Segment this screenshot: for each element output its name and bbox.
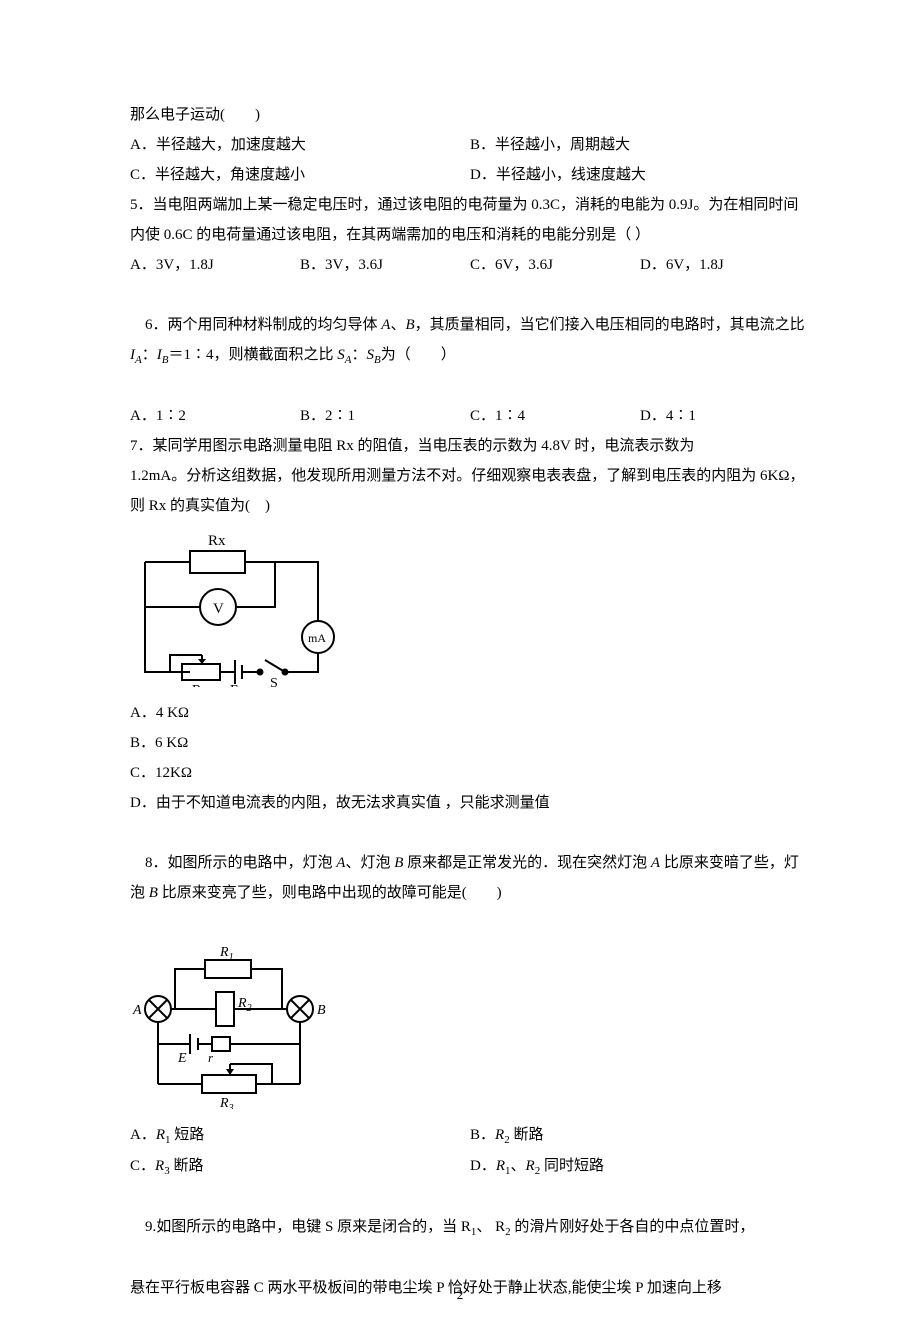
q6-SA: S — [337, 347, 345, 363]
q5-options: A．3V，1.8J B．3V，3.6J C．6V，3.6J D．6V，1.8J — [130, 250, 810, 280]
q6-IA-sub: A — [135, 354, 142, 366]
q8b-pre: B． — [470, 1127, 495, 1143]
q7-opt-d: D．由于不知道电流表的内阻，故无法求真实值 ，只能求测量值 — [130, 788, 810, 818]
q5-opt-c: C．6V，3.6J — [470, 250, 640, 280]
page: 那么电子运动( ) A．半径越大，加速度越大 B．半径越小，周期越大 C．半径越… — [0, 0, 920, 1343]
page-number: 2 — [0, 1287, 920, 1303]
q7-rx-label: Rx — [208, 533, 226, 549]
q6-options: A．1∶2 B．2∶1 C．1∶4 D．4∶1 — [130, 401, 810, 431]
q5-stem: 5．当电阻两端加上某一稳定电压时，通过该电阻的电荷量为 0.3C，消耗的电能为 … — [130, 190, 810, 250]
q4-opt-c: C．半径越大，角速度越小 — [130, 160, 470, 190]
q8-mid1: 、灯泡 — [345, 855, 394, 871]
q7-opt-a: A．4 KΩ — [130, 698, 810, 728]
q6-opt-a: A．1∶2 — [130, 401, 300, 431]
q6-B: B — [405, 317, 414, 333]
q8c-post: 断路 — [170, 1158, 204, 1174]
q8-b2: B — [149, 885, 158, 901]
q8-mid4: 比原来变亮了些，则电路中出现的故障可能是( ) — [158, 885, 502, 901]
q6-mid4: 为（ ） — [381, 347, 456, 363]
q6-mid3: ＝1∶4，则横截面积之比 — [168, 347, 337, 363]
q7-r-label: R — [192, 683, 202, 687]
q8-svg: R1 R2 R3 A B E r — [130, 944, 330, 1109]
q6-SB-sub: B — [374, 354, 381, 366]
q7-opt-b: B．6 KΩ — [130, 728, 810, 758]
q8-mid2: 原来都是正常发光的．现在突然灯泡 — [403, 855, 651, 871]
q6-colon2: ： — [351, 347, 366, 363]
q8-pre: 8．如图所示的电路中，灯泡 — [145, 855, 336, 871]
q8d-mid: 、 — [511, 1158, 526, 1174]
q8c-pre: C． — [130, 1158, 155, 1174]
q6-opt-b: B．2∶1 — [300, 401, 470, 431]
q8-opt-a: A．R1 短路 — [130, 1120, 470, 1151]
q4-tail: 那么电子运动( ) — [130, 100, 810, 130]
q7-circuit-diagram: Rx V mA R E S — [130, 527, 810, 692]
q8c-r: R — [155, 1158, 164, 1174]
q6-colon1: ： — [142, 347, 157, 363]
q9-s1: 9.如图所示的电路中，电键 S 原来是闭合的，当 R — [145, 1219, 471, 1235]
q8-opt-c: C．R3 断路 — [130, 1151, 470, 1182]
q8-r-label: r — [208, 1050, 214, 1065]
q8-b-label: B — [317, 1003, 326, 1018]
q7-v-label: V — [213, 601, 224, 617]
q8-r3-label: R3 — [219, 1096, 234, 1109]
q8-e-label: E — [177, 1051, 187, 1066]
q8-a-label: A — [132, 1003, 142, 1018]
q6-SB: S — [367, 347, 375, 363]
q8a-r: R — [156, 1127, 165, 1143]
q5-opt-a: A．3V，1.8J — [130, 250, 300, 280]
q8-options-row1: A．R1 短路 B．R2 断路 — [130, 1120, 810, 1151]
q5-opt-b: B．3V，3.6J — [300, 250, 470, 280]
q7-s-label: S — [270, 676, 278, 687]
q8-r2-label: R2 — [237, 996, 252, 1014]
q7-stem2: 1.2mA。分析这组数据，他发现所用测量方法不对。仔细观察电表表盘，了解到电压表… — [130, 461, 810, 521]
q7-stem1: 7．某同学用图示电路测量电阻 Rx 的阻值，当电压表的示数为 4.8V 时，电流… — [130, 431, 810, 461]
q4-opt-a: A．半径越大，加速度越大 — [130, 130, 470, 160]
q6-opt-d: D．4∶1 — [640, 401, 810, 431]
q8-opt-d: D．R1、R2 同时短路 — [470, 1151, 810, 1182]
q6-mid1: 、 — [390, 317, 405, 333]
q4-opt-d: D．半径越小，线速度越大 — [470, 160, 810, 190]
q8d-pre: D． — [470, 1158, 496, 1174]
q8d-post: 同时短路 — [540, 1158, 604, 1174]
q7-ma-label: mA — [308, 631, 326, 645]
q8b-r: R — [495, 1127, 504, 1143]
q7-e-label: E — [230, 683, 239, 687]
q8a-pre: A． — [130, 1127, 156, 1143]
q9-s3: 的滑片刚好处于各自的中点位置时， — [511, 1219, 755, 1235]
q6-pre: 6．两个用同种材料制成的均匀导体 — [145, 317, 381, 333]
q4-opt-b: B．半径越小，周期越大 — [470, 130, 810, 160]
q8-circuit-diagram: R1 R2 R3 A B E r — [130, 944, 810, 1114]
q7-svg: Rx V mA R E S — [130, 527, 340, 687]
q8a-post: 短路 — [171, 1127, 205, 1143]
q4-options-row2: C．半径越大，角速度越小 D．半径越小，线速度越大 — [130, 160, 810, 190]
q8-b1: B — [394, 855, 403, 871]
q7-opt-c: C．12KΩ — [130, 758, 810, 788]
q6-opt-c: C．1∶4 — [470, 401, 640, 431]
q8d-r2: R — [526, 1158, 535, 1174]
q8-a2: A — [651, 855, 660, 871]
q8-opt-b: B．R2 断路 — [470, 1120, 810, 1151]
q9-s2: 、 R — [476, 1219, 505, 1235]
q6-stem: 6．两个用同种材料制成的均匀导体 A、B，其质量相同，当它们接入电压相同的电路时… — [130, 280, 810, 401]
q5-opt-d: D．6V，1.8J — [640, 250, 810, 280]
q4-options-row1: A．半径越大，加速度越大 B．半径越小，周期越大 — [130, 130, 810, 160]
q8b-post: 断路 — [510, 1127, 544, 1143]
q6-mid2: ，其质量相同，当它们接入电压相同的电路时，其电流之比 — [415, 317, 809, 333]
q8-stem: 8．如图所示的电路中，灯泡 A、灯泡 B 原来都是正常发光的．现在突然灯泡 A … — [130, 818, 810, 938]
q9-stem-line1: 9.如图所示的电路中，电键 S 原来是闭合的，当 R1、 R2 的滑片刚好处于各… — [130, 1182, 810, 1273]
q8-options-row2: C．R3 断路 D．R1、R2 同时短路 — [130, 1151, 810, 1182]
q8d-r1: R — [496, 1158, 505, 1174]
